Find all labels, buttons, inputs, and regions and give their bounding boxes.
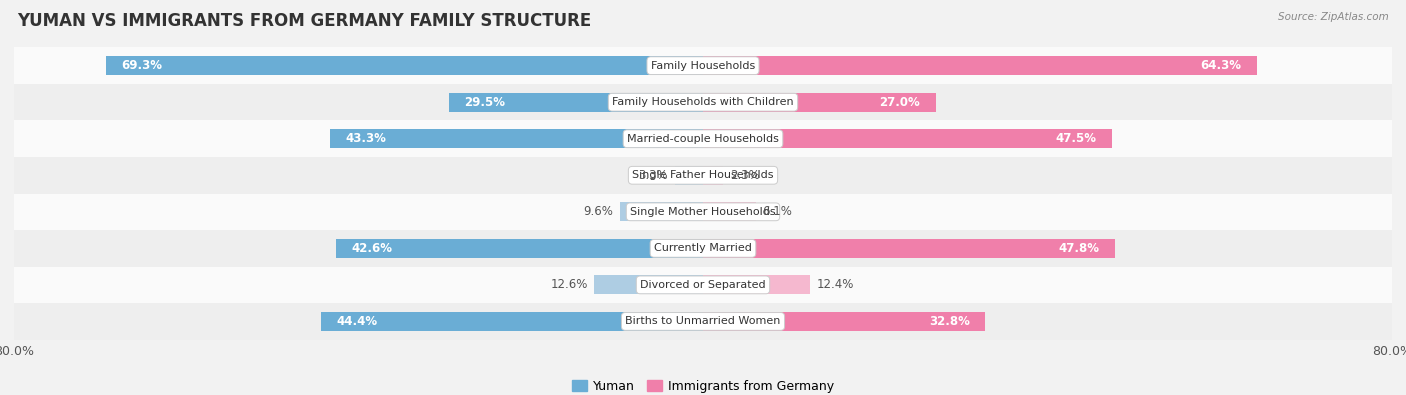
Text: 43.3%: 43.3% [346, 132, 387, 145]
Text: Currently Married: Currently Married [654, 243, 752, 253]
Text: Family Households with Children: Family Households with Children [612, 97, 794, 107]
Bar [703, 239, 1115, 258]
Text: Married-couple Households: Married-couple Households [627, 134, 779, 144]
Text: 44.4%: 44.4% [336, 315, 377, 328]
Text: Single Mother Households: Single Mother Households [630, 207, 776, 217]
Text: Source: ZipAtlas.com: Source: ZipAtlas.com [1278, 12, 1389, 22]
Bar [703, 312, 986, 331]
Bar [703, 202, 755, 221]
Text: 29.5%: 29.5% [464, 96, 505, 109]
Text: Divorced or Separated: Divorced or Separated [640, 280, 766, 290]
Text: 47.5%: 47.5% [1056, 132, 1097, 145]
Bar [703, 93, 935, 112]
Bar [14, 303, 1392, 340]
Text: 2.3%: 2.3% [730, 169, 759, 182]
Bar [14, 84, 1392, 120]
Text: 9.6%: 9.6% [583, 205, 613, 218]
Text: 32.8%: 32.8% [929, 315, 970, 328]
Text: YUMAN VS IMMIGRANTS FROM GERMANY FAMILY STRUCTURE: YUMAN VS IMMIGRANTS FROM GERMANY FAMILY … [17, 12, 591, 30]
Bar [330, 129, 703, 148]
Bar [449, 93, 703, 112]
Bar [14, 230, 1392, 267]
Text: Births to Unmarried Women: Births to Unmarried Women [626, 316, 780, 326]
Bar [321, 312, 703, 331]
Text: 12.6%: 12.6% [550, 278, 588, 292]
Bar [14, 47, 1392, 84]
Bar [703, 275, 810, 294]
Bar [595, 275, 703, 294]
Text: 47.8%: 47.8% [1059, 242, 1099, 255]
Text: 64.3%: 64.3% [1201, 59, 1241, 72]
Bar [14, 157, 1392, 194]
Text: 3.3%: 3.3% [638, 169, 668, 182]
Bar [14, 120, 1392, 157]
Text: 27.0%: 27.0% [879, 96, 920, 109]
Bar [336, 239, 703, 258]
Text: Single Father Households: Single Father Households [633, 170, 773, 180]
Text: 42.6%: 42.6% [352, 242, 392, 255]
Text: 12.4%: 12.4% [817, 278, 853, 292]
Bar [703, 129, 1112, 148]
Bar [620, 202, 703, 221]
Bar [14, 194, 1392, 230]
Text: 6.1%: 6.1% [762, 205, 793, 218]
Text: Family Households: Family Households [651, 61, 755, 71]
Text: 69.3%: 69.3% [122, 59, 163, 72]
Bar [675, 166, 703, 185]
Bar [14, 267, 1392, 303]
Legend: Yuman, Immigrants from Germany: Yuman, Immigrants from Germany [567, 375, 839, 395]
Bar [703, 56, 1257, 75]
Bar [703, 166, 723, 185]
Bar [107, 56, 703, 75]
